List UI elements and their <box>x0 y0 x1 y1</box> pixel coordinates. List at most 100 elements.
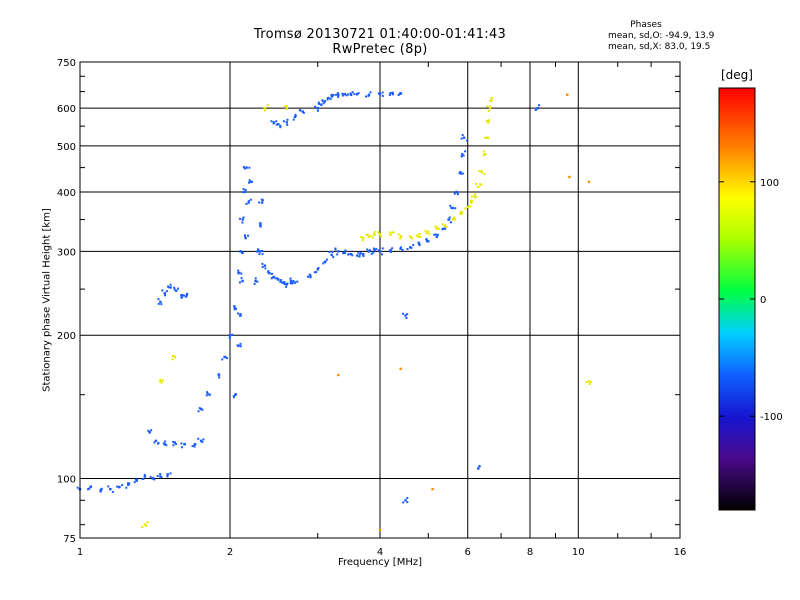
chart-title: Tromsø 20130721 01:40:00-01:41:43 RwPret… <box>230 27 530 57</box>
data-point <box>468 205 471 208</box>
data-point <box>461 172 464 175</box>
data-point <box>399 247 402 250</box>
data-point <box>109 488 112 491</box>
data-point <box>261 266 264 269</box>
data-point <box>462 136 466 139</box>
data-point <box>486 119 489 122</box>
data-point <box>283 283 286 286</box>
data-point <box>486 105 489 108</box>
data-point <box>470 201 473 204</box>
data-point <box>460 155 463 158</box>
data-point <box>317 101 320 104</box>
data-point <box>169 286 172 289</box>
data-point <box>365 95 368 98</box>
data-point <box>459 172 462 175</box>
data-point <box>433 233 436 236</box>
data-point <box>221 358 224 361</box>
data-point <box>428 233 431 236</box>
data-point <box>366 233 369 236</box>
data-point <box>343 92 347 96</box>
data-point <box>482 150 485 153</box>
data-point <box>453 218 456 221</box>
data-point <box>379 235 382 238</box>
data-point <box>424 229 427 232</box>
data-point <box>331 250 334 253</box>
data-point <box>397 93 400 96</box>
data-point <box>484 153 487 156</box>
data-point <box>484 136 487 139</box>
data-point <box>378 92 382 96</box>
data-point <box>128 482 131 485</box>
data-point <box>180 294 183 297</box>
data-point <box>143 475 147 478</box>
data-point <box>388 93 391 96</box>
data-point <box>238 281 241 284</box>
data-point <box>270 272 273 275</box>
data-point <box>357 251 360 254</box>
chart-title-line2: RwPretec (8p) <box>332 42 428 57</box>
data-point <box>277 123 280 126</box>
data-point <box>175 289 178 292</box>
data-point <box>242 188 245 191</box>
data-point <box>410 246 413 249</box>
data-point <box>261 253 264 256</box>
data-point <box>372 247 375 250</box>
data-point <box>434 233 437 236</box>
data-point <box>326 98 329 101</box>
data-point <box>169 283 172 286</box>
data-point <box>244 235 247 238</box>
data-point <box>391 247 394 250</box>
data-point <box>282 120 285 123</box>
data-point <box>254 277 257 280</box>
data-point <box>248 179 251 182</box>
data-point <box>345 94 348 97</box>
data-point <box>453 192 456 195</box>
data-point <box>342 94 345 97</box>
data-point <box>197 410 200 413</box>
data-point <box>478 170 481 173</box>
data-point <box>286 282 289 285</box>
data-point <box>315 271 318 274</box>
colorbar-tick-label: -100 <box>760 412 783 423</box>
data-point <box>268 272 271 275</box>
data-point <box>293 281 297 284</box>
y-tick-label: 100 <box>57 475 76 486</box>
phase-stats: mean, sd,O: -94.9, 13.9 mean, sd,X: 83.0… <box>608 31 714 53</box>
data-point <box>355 93 358 96</box>
data-point <box>241 280 244 283</box>
data-point <box>169 472 172 475</box>
data-point <box>261 199 264 202</box>
data-point <box>159 378 162 381</box>
data-point <box>232 395 235 398</box>
data-point <box>281 281 284 284</box>
data-point <box>159 300 162 304</box>
data-point <box>99 488 102 491</box>
data-point <box>456 191 459 194</box>
data-point <box>244 188 247 191</box>
data-point <box>233 305 236 308</box>
data-point <box>172 444 175 447</box>
data-point <box>477 467 480 470</box>
data-point <box>306 275 309 278</box>
data-point <box>359 235 362 238</box>
data-point <box>286 123 289 126</box>
phase-stats-o: mean, sd,O: -94.9, 13.9 <box>608 31 715 41</box>
data-point <box>166 473 169 476</box>
data-point <box>362 237 365 240</box>
data-point <box>159 475 162 478</box>
data-point <box>479 182 482 185</box>
data-point <box>378 250 382 253</box>
data-point <box>568 175 571 179</box>
data-point <box>272 121 276 124</box>
data-point <box>279 124 282 127</box>
data-point <box>490 98 493 101</box>
data-point <box>253 282 256 285</box>
data-point <box>247 200 250 203</box>
data-point <box>197 437 200 440</box>
data-point <box>218 373 221 376</box>
data-point <box>378 528 382 532</box>
data-point <box>316 107 319 110</box>
data-point <box>367 93 371 96</box>
data-point <box>160 381 163 384</box>
colorbar-gradient <box>718 87 756 511</box>
